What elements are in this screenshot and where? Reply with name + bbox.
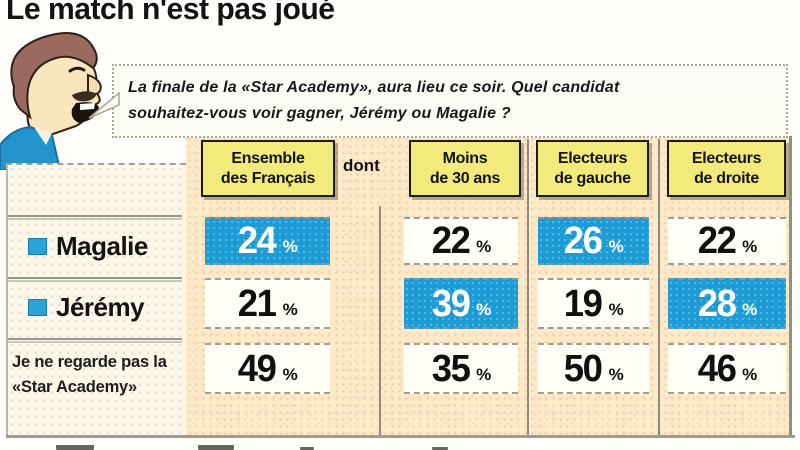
row-label-magalie: Magalie (28, 231, 148, 262)
percent-sign: % (282, 364, 298, 384)
header-line: de gauche (554, 169, 631, 187)
poll-value-cell: 28 % (668, 278, 786, 329)
column-header-ensemble-des-francais: Ensemble des Français (201, 140, 335, 197)
row-separator (8, 215, 182, 217)
candidate-name: Magalie (56, 231, 148, 261)
percent-sign: % (282, 299, 298, 319)
poll-question-line-1: La finale de la «Star Academy», aura lie… (128, 79, 620, 96)
footnote-cutoff-fragment (300, 447, 314, 450)
poll-value: 22 (697, 220, 737, 262)
column-divider (658, 139, 660, 435)
magalie-color-swatch-icon (28, 238, 47, 255)
poll-value-cell: 49 % (205, 343, 330, 394)
header-line: des Français (220, 169, 316, 187)
percent-sign: % (742, 299, 758, 319)
header-line: Ensemble (231, 149, 305, 167)
column-divider (527, 139, 529, 435)
percent-sign: % (608, 299, 624, 319)
footnote-cutoff-fragment (198, 445, 234, 450)
poll-value: 28 (697, 282, 737, 325)
poll-value: 24 (238, 220, 277, 262)
poll-value-cell: 21 % (205, 278, 330, 329)
percent-sign: % (742, 237, 758, 256)
poll-value-cell: 22 % (404, 217, 518, 265)
poll-value: 35 (431, 347, 471, 390)
page-title: Le match n'est pas joué (6, 0, 335, 26)
dont-label: dont (343, 156, 380, 175)
poll-value-cell: 46 % (668, 343, 786, 394)
header-line: Electeurs (691, 149, 762, 167)
speech-bubble: La finale de la «Star Academy», aura lie… (112, 64, 788, 138)
poll-value-cell: 26 % (538, 217, 649, 265)
poll-value-cell: 19 % (538, 278, 649, 329)
column-header-moins-de-30-ans: Moins de 30 ans (409, 140, 521, 197)
row-separator (8, 338, 182, 340)
poll-value: 19 (564, 282, 603, 325)
header-line: Electeurs (557, 149, 628, 167)
row-label-ne-regarde-pas: Je ne regarde pas la «Star Academy» (12, 353, 167, 396)
footnote-cutoff-fragment (56, 445, 94, 450)
footnote-cutoff-fragment (432, 447, 448, 450)
row-separator (8, 277, 182, 279)
header-line: de droite (694, 169, 759, 187)
header-line: Moins (442, 149, 488, 167)
candidate-name: Jérémy (56, 292, 145, 322)
percent-sign: % (476, 299, 492, 319)
poll-value-cell: 24 % (205, 217, 330, 265)
percent-sign: % (608, 364, 624, 384)
percent-sign: % (742, 364, 758, 384)
poll-value: 49 (238, 347, 277, 390)
poll-value: 21 (238, 282, 277, 325)
poll-value-cell: 50 % (538, 343, 649, 394)
bottom-rule (6, 435, 795, 438)
poll-value: 39 (431, 282, 471, 325)
column-header-electeurs-de-gauche: Electeurs de gauche (536, 140, 649, 197)
presenter-face-illustration (0, 32, 102, 170)
poll-value-cell: 35 % (404, 343, 518, 394)
speech-bubble-tail (88, 92, 120, 119)
column-header-electeurs-de-droite: Electeurs de droite (667, 140, 786, 197)
row-label-jeremy: Jérémy (28, 292, 145, 323)
poll-value-cell: 22 % (668, 217, 786, 265)
poll-value-cell: 39 % (404, 278, 518, 329)
column-divider (379, 206, 381, 435)
header-line: de 30 ans (429, 169, 501, 187)
percent-sign: % (476, 237, 492, 256)
poll-value: 22 (431, 220, 471, 262)
poll-value: 26 (564, 220, 603, 262)
percent-sign: % (476, 364, 492, 384)
poll-value: 50 (564, 347, 603, 390)
poll-question-line-2: souhaitez-vous voir gagner, Jérémy ou Ma… (128, 104, 511, 122)
percent-sign: % (608, 237, 624, 256)
jeremy-color-swatch-icon (28, 299, 47, 316)
percent-sign: % (282, 237, 298, 256)
poll-value: 46 (697, 347, 737, 390)
